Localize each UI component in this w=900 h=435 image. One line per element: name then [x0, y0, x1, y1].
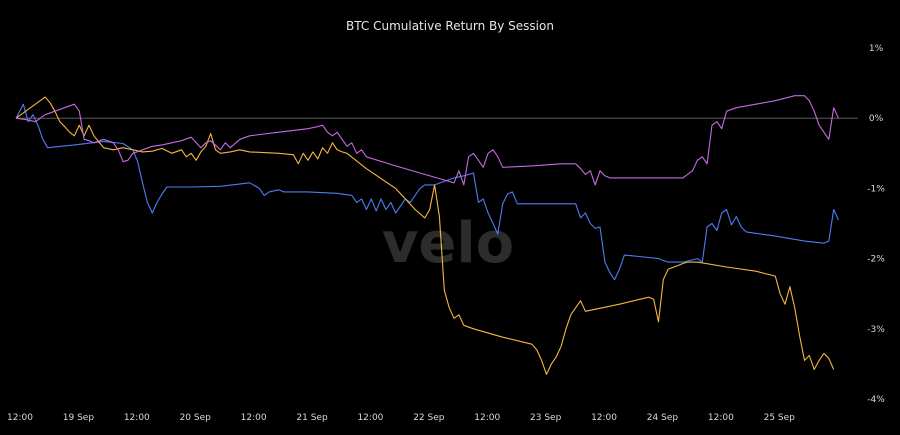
x-tick-label: 12:00	[474, 413, 500, 423]
x-tick-label: 12:00	[591, 413, 617, 423]
x-tick-label: 20 Sep	[180, 413, 212, 423]
x-tick-label: 24 Sep	[647, 413, 679, 423]
x-tick-label: 19 Sep	[63, 413, 95, 423]
x-tick-label: 23 Sep	[530, 413, 562, 423]
x-tick-label: 12:00	[357, 413, 383, 423]
series-line-3	[15, 95, 840, 186]
x-tick-label: 12:00	[241, 413, 267, 423]
x-tick-label: 12:00	[708, 413, 734, 423]
chart-title: BTC Cumulative Return By Session	[346, 19, 554, 33]
x-axis: 12:00 19 Sep 12:00 20 Sep 12:00 21 Sep 12:00 22…	[7, 413, 795, 423]
series-layer	[15, 95, 840, 375]
series-line-2	[15, 96, 835, 375]
x-tick-label: 12:00	[124, 413, 150, 423]
y-tick-label: -4%	[867, 395, 885, 405]
x-tick-label: 21 Sep	[296, 413, 328, 423]
x-tick-label: 22 Sep	[413, 413, 445, 423]
y-tick-label: 1%	[869, 44, 884, 54]
y-tick-label: -3%	[867, 325, 885, 335]
y-axis: 1% 0% -1% -2% -3% -4%	[867, 44, 885, 405]
x-tick-label: 25 Sep	[764, 413, 796, 423]
x-tick-label: 12:00	[7, 413, 33, 423]
y-tick-label: 0%	[869, 114, 884, 124]
y-tick-label: -2%	[867, 255, 885, 265]
series-line-1	[15, 103, 840, 281]
y-tick-label: -1%	[867, 184, 885, 194]
watermark-logo: velo	[382, 211, 514, 276]
